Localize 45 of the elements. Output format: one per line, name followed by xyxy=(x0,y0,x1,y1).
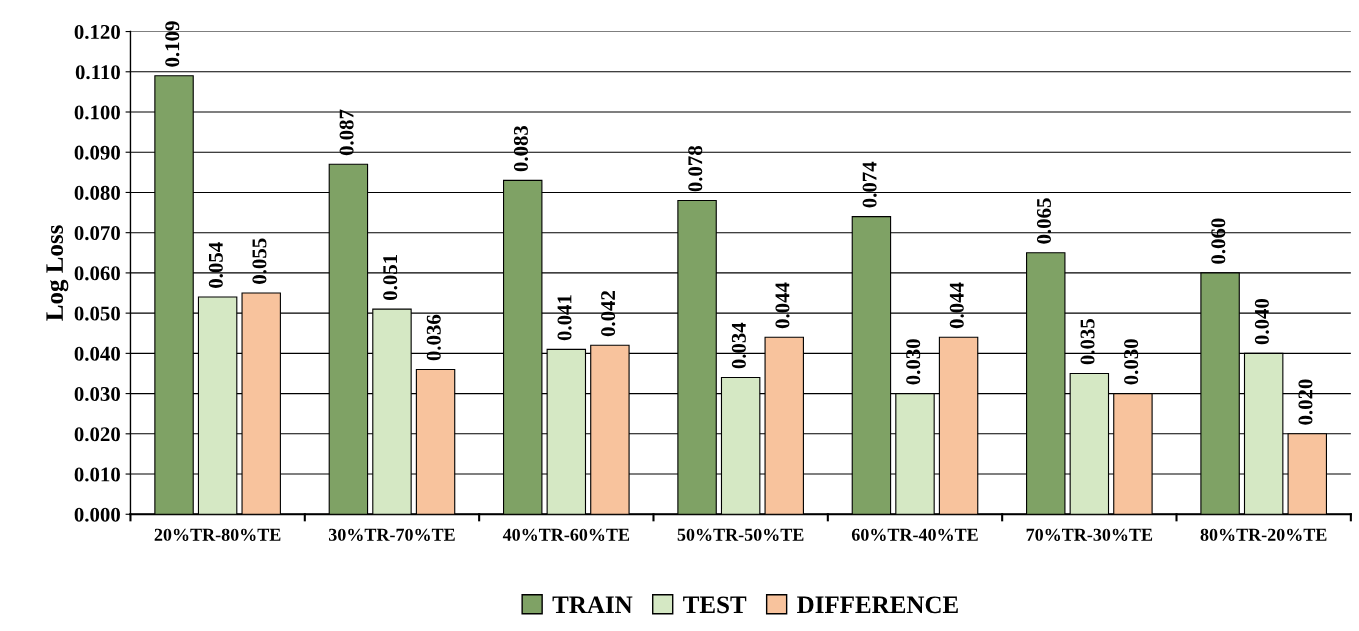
data-label: 0.044 xyxy=(949,282,964,329)
y-tick-label: 0.030 xyxy=(74,386,120,402)
data-label: 0.054 xyxy=(208,242,223,288)
data-label: 0.040 xyxy=(1254,298,1269,345)
legend-label: TEST xyxy=(683,596,747,614)
data-label: 0.065 xyxy=(1036,198,1052,244)
data-label: 0.041 xyxy=(557,295,572,341)
legend-label: TRAIN xyxy=(552,596,633,613)
y-tick-label: 0.120 xyxy=(74,24,120,40)
y-tick-label: 0.050 xyxy=(74,306,120,321)
y-tick-label: 0.060 xyxy=(74,266,120,281)
y-tick-label: 0.110 xyxy=(75,65,120,80)
data-label: 0.083 xyxy=(513,125,529,172)
data-label: 0.078 xyxy=(688,145,703,192)
data-label: 0.074 xyxy=(862,161,877,208)
y-tick-label: 0.080 xyxy=(74,185,120,200)
x-tick-label: 80%TR-20%TE xyxy=(1200,528,1327,541)
y-tick-label: 0.090 xyxy=(74,145,120,160)
x-tick-label: 40%TR-60%TE xyxy=(502,528,630,541)
data-label: 0.036 xyxy=(426,314,441,361)
data-label: 0.035 xyxy=(1080,319,1095,365)
x-tick-label: 20%TR-80%TE xyxy=(154,528,281,541)
y-tick-label: 0.100 xyxy=(74,105,120,120)
data-label: 0.030 xyxy=(1124,339,1139,385)
data-label: 0.051 xyxy=(383,254,398,300)
data-label: 0.109 xyxy=(165,21,180,67)
data-label: 0.020 xyxy=(1298,379,1313,425)
x-tick-label: 70%TR-30%TE xyxy=(1026,528,1153,541)
legend-label: DIFFERENCE xyxy=(797,596,958,614)
y-tick-label: 0.040 xyxy=(74,346,120,361)
data-label: 0.044 xyxy=(775,282,790,329)
data-label: 0.060 xyxy=(1211,218,1226,264)
x-tick-label: 50%TR-50%TE xyxy=(677,528,804,541)
y-tick-label: 0.020 xyxy=(74,427,120,442)
data-label: 0.055 xyxy=(252,238,267,284)
x-tick-label: 30%TR-70%TE xyxy=(328,528,455,541)
y-tick-label: 0.070 xyxy=(74,226,120,241)
x-tick-label: 60%TR-40%TE xyxy=(851,528,978,541)
data-label: 0.030 xyxy=(906,339,921,385)
y-tick-label: 0.000 xyxy=(74,507,120,522)
y-axis-title: Log Loss xyxy=(46,225,69,321)
y-tick-label: 0.010 xyxy=(74,467,120,482)
data-label: 0.034 xyxy=(731,322,746,369)
data-label: 0.087 xyxy=(339,109,354,156)
data-label: 0.042 xyxy=(601,291,616,337)
